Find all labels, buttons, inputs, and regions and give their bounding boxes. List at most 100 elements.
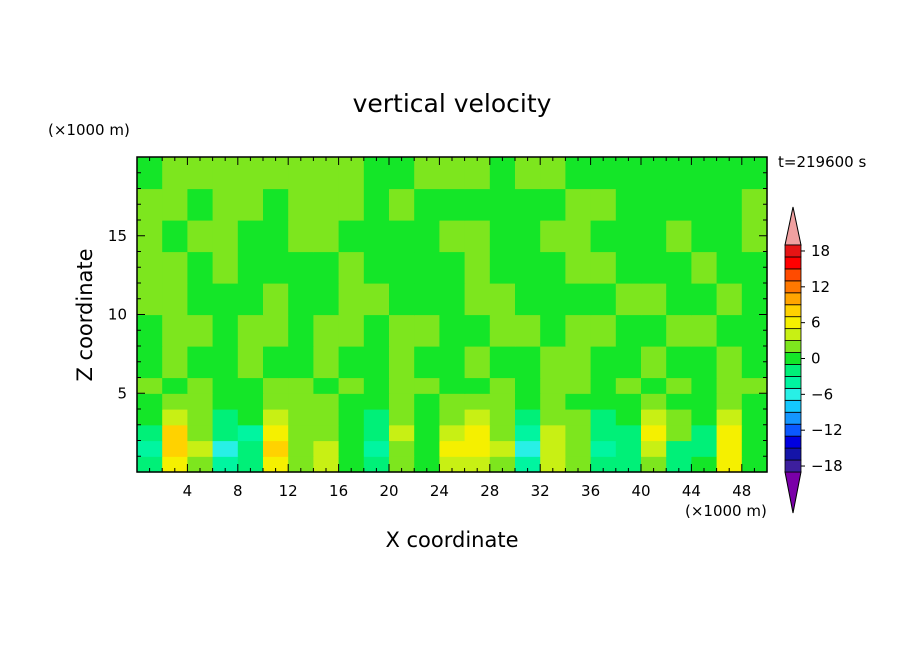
heatmap-cell (414, 314, 440, 347)
colorbar-swatch (784, 280, 802, 294)
heatmap-cell (187, 424, 214, 442)
y-tick-label: 5 (117, 384, 127, 402)
heatmap-cell (641, 440, 667, 457)
heatmap-cell (212, 393, 239, 410)
heatmap-cell (212, 314, 239, 347)
heatmap-cell (137, 456, 163, 473)
y-tick-label: 10 (108, 306, 127, 324)
heatmap-cell (565, 346, 592, 379)
heatmap-cell (313, 188, 340, 221)
heatmap-cell (666, 409, 692, 426)
colorbar-tick-label: 12 (811, 278, 830, 296)
heatmap-cell (187, 456, 214, 473)
heatmap-cell (288, 409, 314, 426)
heatmap-cell (263, 251, 289, 284)
heatmap-cell (515, 346, 541, 379)
heatmap-cell (237, 157, 264, 190)
heatmap-cell (338, 393, 365, 410)
heatmap-cell (187, 251, 214, 284)
heatmap-cell (691, 424, 718, 442)
heatmap-cell (212, 424, 239, 442)
heatmap-cell (439, 283, 466, 316)
colorbar-tick-label: −18 (811, 457, 843, 475)
heatmap-cell (489, 157, 516, 190)
x-tick-label: 8 (233, 482, 243, 500)
heatmap-cell (741, 393, 768, 410)
heatmap-cell (464, 157, 491, 190)
heatmap-cell (338, 251, 365, 284)
colorbar-swatch (784, 268, 802, 282)
time-label: t=219600 s (778, 153, 866, 171)
heatmap-cell (389, 346, 415, 379)
heatmap-cell (389, 220, 415, 253)
heatmap-cell (212, 456, 239, 473)
heatmap-cell (666, 188, 692, 221)
heatmap-cell (691, 346, 718, 379)
heatmap-cell (389, 283, 415, 316)
heatmap-cell (162, 251, 188, 284)
heatmap-cell (237, 440, 264, 457)
heatmap-cell (237, 346, 264, 379)
heatmap-cell (540, 157, 566, 190)
y-axis-ticks: 5 10 15 (108, 172, 767, 457)
heatmap-cell (212, 157, 239, 190)
heatmap-cell (288, 377, 314, 394)
heatmap-cell (464, 424, 491, 442)
heatmap-cell (363, 220, 390, 253)
heatmap-cell (137, 409, 163, 426)
heatmap-cell (716, 220, 743, 253)
heatmap-cell (716, 377, 743, 394)
heatmap-cell (489, 188, 516, 221)
heatmap-cell (162, 440, 188, 457)
colorbar-swatch (784, 399, 802, 413)
heatmap-cell (716, 456, 743, 473)
heatmap-cell (489, 220, 516, 253)
colorbar-swatch (784, 447, 802, 461)
heatmap-cell (515, 283, 541, 316)
heatmap-cell (313, 424, 340, 442)
heatmap-cell (590, 409, 617, 426)
heatmap-cell (666, 251, 692, 284)
heatmap-cell (590, 440, 617, 457)
colorbar-tick-label: 18 (811, 242, 830, 260)
heatmap-cell (288, 393, 314, 410)
heatmap-cell (515, 157, 541, 190)
heatmap-cell (313, 393, 340, 410)
heatmap-cell (666, 157, 692, 190)
heatmap-cell (363, 440, 390, 457)
heatmap-cell (288, 456, 314, 473)
heatmap-cell (263, 283, 289, 316)
heatmap-cell (389, 314, 415, 347)
heatmap-cell (439, 220, 466, 253)
heatmap-cell (414, 346, 440, 379)
heatmap-cell (615, 188, 642, 221)
heatmap-cell (565, 314, 592, 347)
heatmap-cell (162, 393, 188, 410)
heatmap-cell (666, 424, 692, 442)
x-tick-label: 48 (732, 482, 751, 500)
heatmap-cell (237, 314, 264, 347)
heatmap-cell (641, 409, 667, 426)
heatmap-cell (590, 314, 617, 347)
heatmap-cell (515, 251, 541, 284)
heatmap-cell (489, 393, 516, 410)
heatmap-cell (162, 409, 188, 426)
heatmap-cell (137, 424, 163, 442)
heatmap-cell (489, 251, 516, 284)
heatmap-cell (137, 393, 163, 410)
heatmap-cell (263, 440, 289, 457)
heatmap-cell (187, 346, 214, 379)
heatmap-cell (641, 314, 667, 347)
colorbar-swatch (784, 328, 802, 341)
y-tick-label: 15 (108, 227, 127, 245)
heatmap-cell (212, 220, 239, 253)
heatmap-cell (741, 377, 768, 394)
heatmap-cell (414, 424, 440, 442)
heatmap-cell (565, 409, 592, 426)
heatmap-cell (540, 377, 566, 394)
heatmap-cell (414, 393, 440, 410)
heatmap-cell (237, 393, 264, 410)
heatmap-cell (414, 157, 440, 190)
heatmap-cell (414, 283, 440, 316)
y-axis-label: Z coordinate (73, 248, 97, 381)
